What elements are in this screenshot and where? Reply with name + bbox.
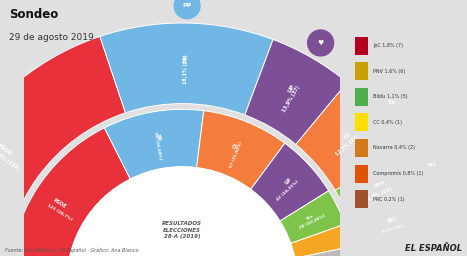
Text: PP: PP (183, 3, 192, 8)
Text: Vox: Vox (374, 180, 386, 189)
Text: vox: vox (427, 162, 437, 167)
FancyBboxPatch shape (355, 165, 368, 183)
FancyBboxPatch shape (355, 139, 368, 157)
Text: 13,9% (37): 13,9% (37) (282, 84, 301, 113)
Wedge shape (350, 195, 436, 246)
Text: Fuente: SocioMétrica / El Español · Gráfico: Ana Blanco: Fuente: SocioMétrica / El Español · Gráf… (5, 248, 138, 253)
Text: ♥: ♥ (318, 40, 324, 46)
Text: PSOE: PSOE (0, 143, 13, 157)
Circle shape (174, 0, 200, 19)
Text: Sondeo: Sondeo (9, 8, 58, 21)
FancyBboxPatch shape (355, 88, 368, 106)
Text: Bildu 1,1% (5): Bildu 1,1% (5) (373, 94, 408, 99)
Text: PRC 0,2% (1): PRC 0,2% (1) (373, 197, 404, 202)
FancyBboxPatch shape (355, 190, 368, 208)
Text: Cs: Cs (388, 100, 396, 105)
Circle shape (308, 30, 333, 56)
Wedge shape (280, 191, 345, 243)
Text: 42 (14,31%): 42 (14,31%) (276, 179, 300, 201)
Text: Vox
24 (10,26%): Vox 24 (10,26%) (297, 209, 326, 230)
FancyBboxPatch shape (355, 37, 368, 55)
FancyBboxPatch shape (355, 113, 368, 131)
Wedge shape (290, 224, 351, 256)
Text: PSOE: PSOE (52, 198, 67, 210)
Text: ERC: ERC (387, 216, 398, 224)
Wedge shape (335, 149, 426, 222)
Text: RESULTADOS
ELECCIONES
28·A (2019): RESULTADOS ELECCIONES 28·A (2019) (162, 221, 202, 239)
Wedge shape (197, 111, 285, 189)
Text: PP: PP (155, 133, 161, 141)
FancyBboxPatch shape (355, 62, 368, 80)
Text: 9,7% (22): 9,7% (22) (367, 187, 393, 202)
Text: 123 (28,7%): 123 (28,7%) (47, 203, 73, 221)
Text: Cs: Cs (344, 131, 353, 140)
Wedge shape (251, 143, 329, 221)
Circle shape (67, 167, 297, 256)
Text: 4,1% (15): 4,1% (15) (381, 223, 404, 233)
Wedge shape (245, 39, 347, 144)
Text: 29 de agosto 2019: 29 de agosto 2019 (9, 33, 94, 42)
Text: 57 (15,84%): 57 (15,84%) (228, 140, 243, 168)
Text: UP: UP (283, 177, 292, 186)
Text: EL ESPAÑOL: EL ESPAÑOL (405, 244, 462, 253)
Text: UP: UP (287, 83, 296, 94)
Text: 12,2% (38): 12,2% (38) (335, 134, 361, 157)
Wedge shape (9, 128, 130, 256)
Wedge shape (105, 109, 204, 179)
Text: JxC 1,8% (7): JxC 1,8% (7) (373, 43, 403, 48)
Wedge shape (0, 36, 126, 256)
Circle shape (379, 89, 405, 115)
Text: PP: PP (184, 55, 189, 63)
Wedge shape (359, 245, 440, 256)
Text: Navarra 0,4% (2): Navarra 0,4% (2) (373, 145, 415, 151)
Wedge shape (100, 23, 273, 115)
Text: CC 0,4% (1): CC 0,4% (1) (373, 120, 402, 125)
Text: PNV 1,6% (6): PNV 1,6% (6) (373, 69, 405, 74)
Wedge shape (357, 229, 439, 256)
Wedge shape (295, 247, 355, 256)
Wedge shape (296, 82, 404, 190)
Text: Compromís 0,8% (1): Compromís 0,8% (1) (373, 171, 423, 176)
Text: Cs: Cs (232, 142, 239, 150)
Text: 18,1% (76): 18,1% (76) (183, 54, 189, 84)
Text: 31,3% (139): 31,3% (139) (0, 148, 20, 172)
Circle shape (419, 151, 445, 177)
Text: 66 (16,68%): 66 (16,68%) (153, 132, 162, 160)
